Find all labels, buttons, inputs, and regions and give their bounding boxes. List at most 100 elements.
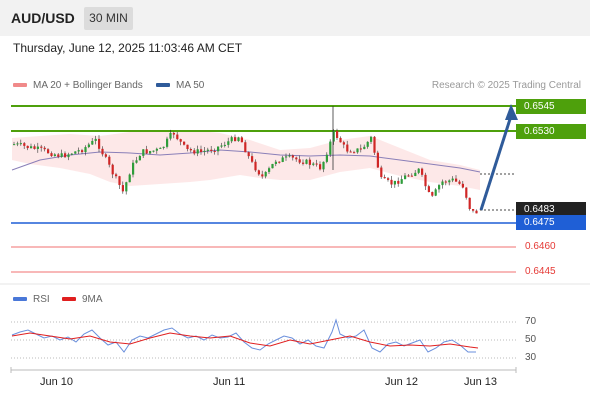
candle-body bbox=[26, 145, 29, 149]
candle-body bbox=[434, 189, 437, 196]
legend-ma9: 9MA bbox=[62, 294, 103, 305]
candle-body bbox=[414, 172, 417, 177]
level-label-r2: 0.6545 bbox=[516, 99, 586, 114]
rsi-ma9-line bbox=[11, 332, 479, 349]
candle-body bbox=[217, 146, 220, 152]
candle-body bbox=[13, 144, 16, 146]
candle-body bbox=[111, 164, 114, 175]
level-label-s2: 0.6445 bbox=[525, 266, 556, 277]
candle-body bbox=[77, 150, 80, 152]
ma50-line bbox=[11, 149, 481, 173]
candle-body bbox=[427, 186, 430, 193]
candle-body bbox=[444, 181, 447, 183]
date-label-jun10: Jun 10 bbox=[40, 376, 74, 388]
candle-body bbox=[98, 138, 101, 149]
candle-body bbox=[23, 143, 26, 146]
candle-body bbox=[468, 197, 471, 209]
legend-ma50: MA 50 bbox=[156, 80, 204, 91]
candle-body bbox=[84, 147, 87, 153]
legend-swatch-rsi bbox=[13, 297, 27, 302]
candle-body bbox=[274, 161, 277, 164]
candle-body bbox=[60, 153, 63, 157]
candle-body bbox=[94, 138, 97, 141]
candle-body bbox=[16, 143, 19, 145]
candle-body bbox=[203, 150, 206, 152]
candle-body bbox=[227, 141, 230, 145]
candle-body bbox=[196, 149, 199, 154]
level-label-last: 0.6483 bbox=[516, 202, 586, 217]
candle-body bbox=[458, 181, 461, 184]
candle-body bbox=[461, 183, 464, 188]
candle-body bbox=[353, 152, 356, 154]
candle-body bbox=[91, 140, 94, 145]
candle-body bbox=[410, 175, 413, 177]
candle-body bbox=[166, 138, 169, 147]
candle-body bbox=[33, 146, 36, 149]
candle-body bbox=[393, 180, 396, 185]
candle-body bbox=[465, 187, 468, 198]
candle-body bbox=[101, 148, 104, 155]
candle-body bbox=[424, 174, 427, 187]
legend-rsi: RSI bbox=[13, 294, 50, 305]
candle-body bbox=[251, 156, 254, 162]
legend-label-ma9: 9MA bbox=[82, 294, 103, 305]
candle-body bbox=[50, 153, 53, 157]
candle-body bbox=[438, 185, 441, 190]
candle-body bbox=[240, 137, 243, 143]
candle-body bbox=[308, 159, 311, 165]
legend-label-ma50: MA 50 bbox=[176, 80, 205, 91]
candle-body bbox=[332, 130, 335, 142]
candle-body bbox=[302, 162, 305, 164]
candle-body bbox=[138, 155, 141, 161]
candle-body bbox=[257, 170, 260, 175]
level-label-s1: 0.6460 bbox=[525, 241, 556, 252]
candle-body bbox=[431, 192, 434, 196]
candle-body bbox=[176, 134, 179, 140]
candle-body bbox=[376, 152, 379, 168]
candle-body bbox=[193, 150, 196, 154]
candle-body bbox=[261, 174, 264, 177]
candle-body bbox=[448, 180, 451, 183]
rsi-axis-30: 30 bbox=[525, 352, 537, 363]
candle-body bbox=[342, 142, 345, 145]
candle-body bbox=[407, 175, 410, 177]
candle-body bbox=[291, 155, 294, 158]
candle-body bbox=[230, 137, 233, 142]
candle-body bbox=[57, 154, 60, 157]
candle-body bbox=[417, 168, 420, 173]
candle-body bbox=[356, 148, 359, 153]
forecast-arrow bbox=[479, 115, 513, 211]
candle-body bbox=[108, 156, 111, 165]
candle-body bbox=[322, 161, 325, 170]
candle-body bbox=[366, 141, 369, 147]
candle-body bbox=[288, 155, 291, 157]
legend-swatch-ma9 bbox=[62, 297, 76, 302]
candle-body bbox=[281, 157, 284, 162]
candle-body bbox=[155, 148, 158, 151]
candle-body bbox=[397, 180, 400, 184]
candle-body bbox=[387, 178, 390, 180]
candle-body bbox=[451, 178, 454, 181]
candle-body bbox=[142, 149, 145, 156]
candle-body bbox=[30, 146, 33, 149]
candle-body bbox=[87, 144, 90, 148]
candle-body bbox=[319, 164, 322, 170]
candle-body bbox=[125, 182, 128, 192]
timeframe-badge[interactable]: 30 MIN bbox=[84, 7, 133, 30]
candle-body bbox=[271, 163, 274, 169]
date-label-jun13: Jun 13 bbox=[464, 376, 498, 388]
candle-body bbox=[441, 181, 444, 186]
candle-body bbox=[81, 150, 84, 153]
candle-body bbox=[132, 162, 135, 175]
candle-body bbox=[472, 208, 475, 211]
candle-body bbox=[213, 151, 216, 153]
candle-body bbox=[162, 146, 165, 148]
candle-body bbox=[325, 154, 328, 162]
timestamp: Thursday, June 12, 2025 11:03:46 AM CET bbox=[13, 41, 243, 55]
candle-body bbox=[135, 160, 138, 163]
legend-swatch-bollinger bbox=[13, 83, 27, 88]
candle-body bbox=[67, 154, 70, 158]
date-label-jun12: Jun 12 bbox=[385, 376, 419, 388]
candle-body bbox=[380, 167, 383, 178]
